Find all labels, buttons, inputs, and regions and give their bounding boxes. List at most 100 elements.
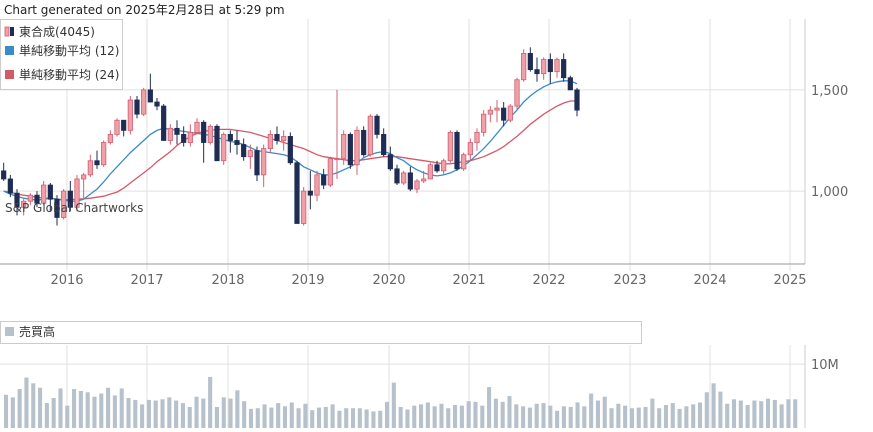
volume-bar (364, 409, 369, 428)
candle (401, 170, 407, 186)
volume-bar (493, 398, 498, 428)
candle (381, 128, 387, 157)
volume-bar (99, 393, 104, 428)
candle (294, 160, 300, 224)
candle (121, 119, 127, 137)
candle (421, 170, 427, 184)
candle (561, 53, 567, 82)
candle (474, 128, 480, 151)
candle (427, 162, 433, 180)
volume-bar (92, 396, 97, 428)
candle (327, 156, 333, 188)
volume-bar (602, 396, 607, 428)
candle (147, 73, 153, 103)
volume-bar (38, 387, 43, 428)
y-tick-label: 1,500 (811, 84, 848, 99)
candle (234, 130, 240, 155)
legend-label-price: 東合成(4045) (19, 24, 95, 39)
volume-bar (759, 401, 764, 428)
volume-bar (684, 406, 689, 428)
volume-bar (310, 410, 315, 428)
volume-bar (31, 383, 36, 428)
candle (81, 172, 87, 200)
candle (227, 130, 233, 153)
x-tick-label: 2024 (693, 273, 726, 288)
candle (7, 174, 13, 198)
candle (454, 130, 460, 171)
candle (447, 130, 453, 163)
candle (274, 126, 280, 145)
volume-bar (446, 408, 451, 428)
x-tick-label: 2016 (50, 273, 83, 288)
volume-bar (112, 395, 117, 428)
candle (374, 114, 380, 139)
volume-bar (384, 401, 390, 428)
candle (407, 166, 413, 192)
candle (574, 87, 580, 117)
volume-bar (643, 406, 648, 428)
candle (307, 170, 313, 210)
volume-bar (344, 408, 349, 428)
volume-bar (85, 392, 90, 428)
candle (507, 104, 513, 123)
volume-bar (153, 400, 158, 428)
candle (61, 189, 67, 220)
volume-bar (235, 390, 240, 428)
volume-bar (711, 383, 716, 428)
volume-bar (779, 404, 784, 428)
x-tick-label: 2019 (291, 273, 324, 288)
candle (321, 168, 327, 190)
candle (201, 120, 207, 163)
candle (554, 57, 560, 78)
price-legend: 東合成(4045) 単純移動平均 (12) 単純移動平均 (24) (0, 19, 123, 90)
chart-generated-text: Chart generated on 2025年2月28日 at 5:29 pm (4, 3, 285, 17)
volume-bar (262, 404, 267, 428)
candle (501, 102, 507, 127)
volume-y-tick-label: 10M (811, 358, 839, 373)
volume-bar (466, 401, 471, 428)
volume-bar (214, 406, 219, 428)
volume-bar (412, 405, 417, 428)
price-grid (0, 19, 806, 271)
volume-bar (228, 398, 233, 428)
candle (494, 99, 500, 123)
volume-bar (561, 406, 566, 428)
volume-bar (521, 406, 526, 428)
volume-bar (146, 399, 151, 428)
volume-bar (425, 402, 430, 428)
volume-bar (568, 406, 573, 428)
candle (434, 160, 440, 173)
volume-y-ticks: 10M (811, 358, 839, 373)
volume-bar (745, 405, 750, 428)
candle (41, 180, 47, 206)
x-tick-label: 2025 (773, 273, 806, 288)
candle (514, 77, 520, 111)
volume-bar (786, 399, 791, 428)
volume-bar (180, 403, 185, 428)
x-tick-label: 2023 (613, 273, 646, 288)
candle (221, 132, 227, 165)
volume-bar (609, 408, 614, 428)
candle (287, 132, 293, 165)
candle (467, 138, 473, 161)
candle (107, 130, 113, 145)
candle (281, 130, 287, 151)
volume-bar (391, 382, 396, 428)
candle (254, 146, 260, 181)
volume-bar (44, 403, 49, 428)
candle (334, 89, 340, 179)
legend-label-ma12: 単純移動平均 (12) (19, 44, 119, 58)
candles (1, 47, 580, 226)
volume-bar (316, 407, 322, 428)
volume-bar (174, 400, 179, 428)
candle (187, 124, 193, 147)
candle (361, 126, 367, 157)
volume-bar (623, 405, 628, 428)
volume-bar (201, 398, 206, 428)
volume-bar (765, 398, 771, 428)
volume-bar (65, 405, 70, 428)
volume-bar (133, 399, 138, 428)
candle (181, 126, 187, 147)
watermark: S&P Global Chartworks (5, 201, 143, 215)
